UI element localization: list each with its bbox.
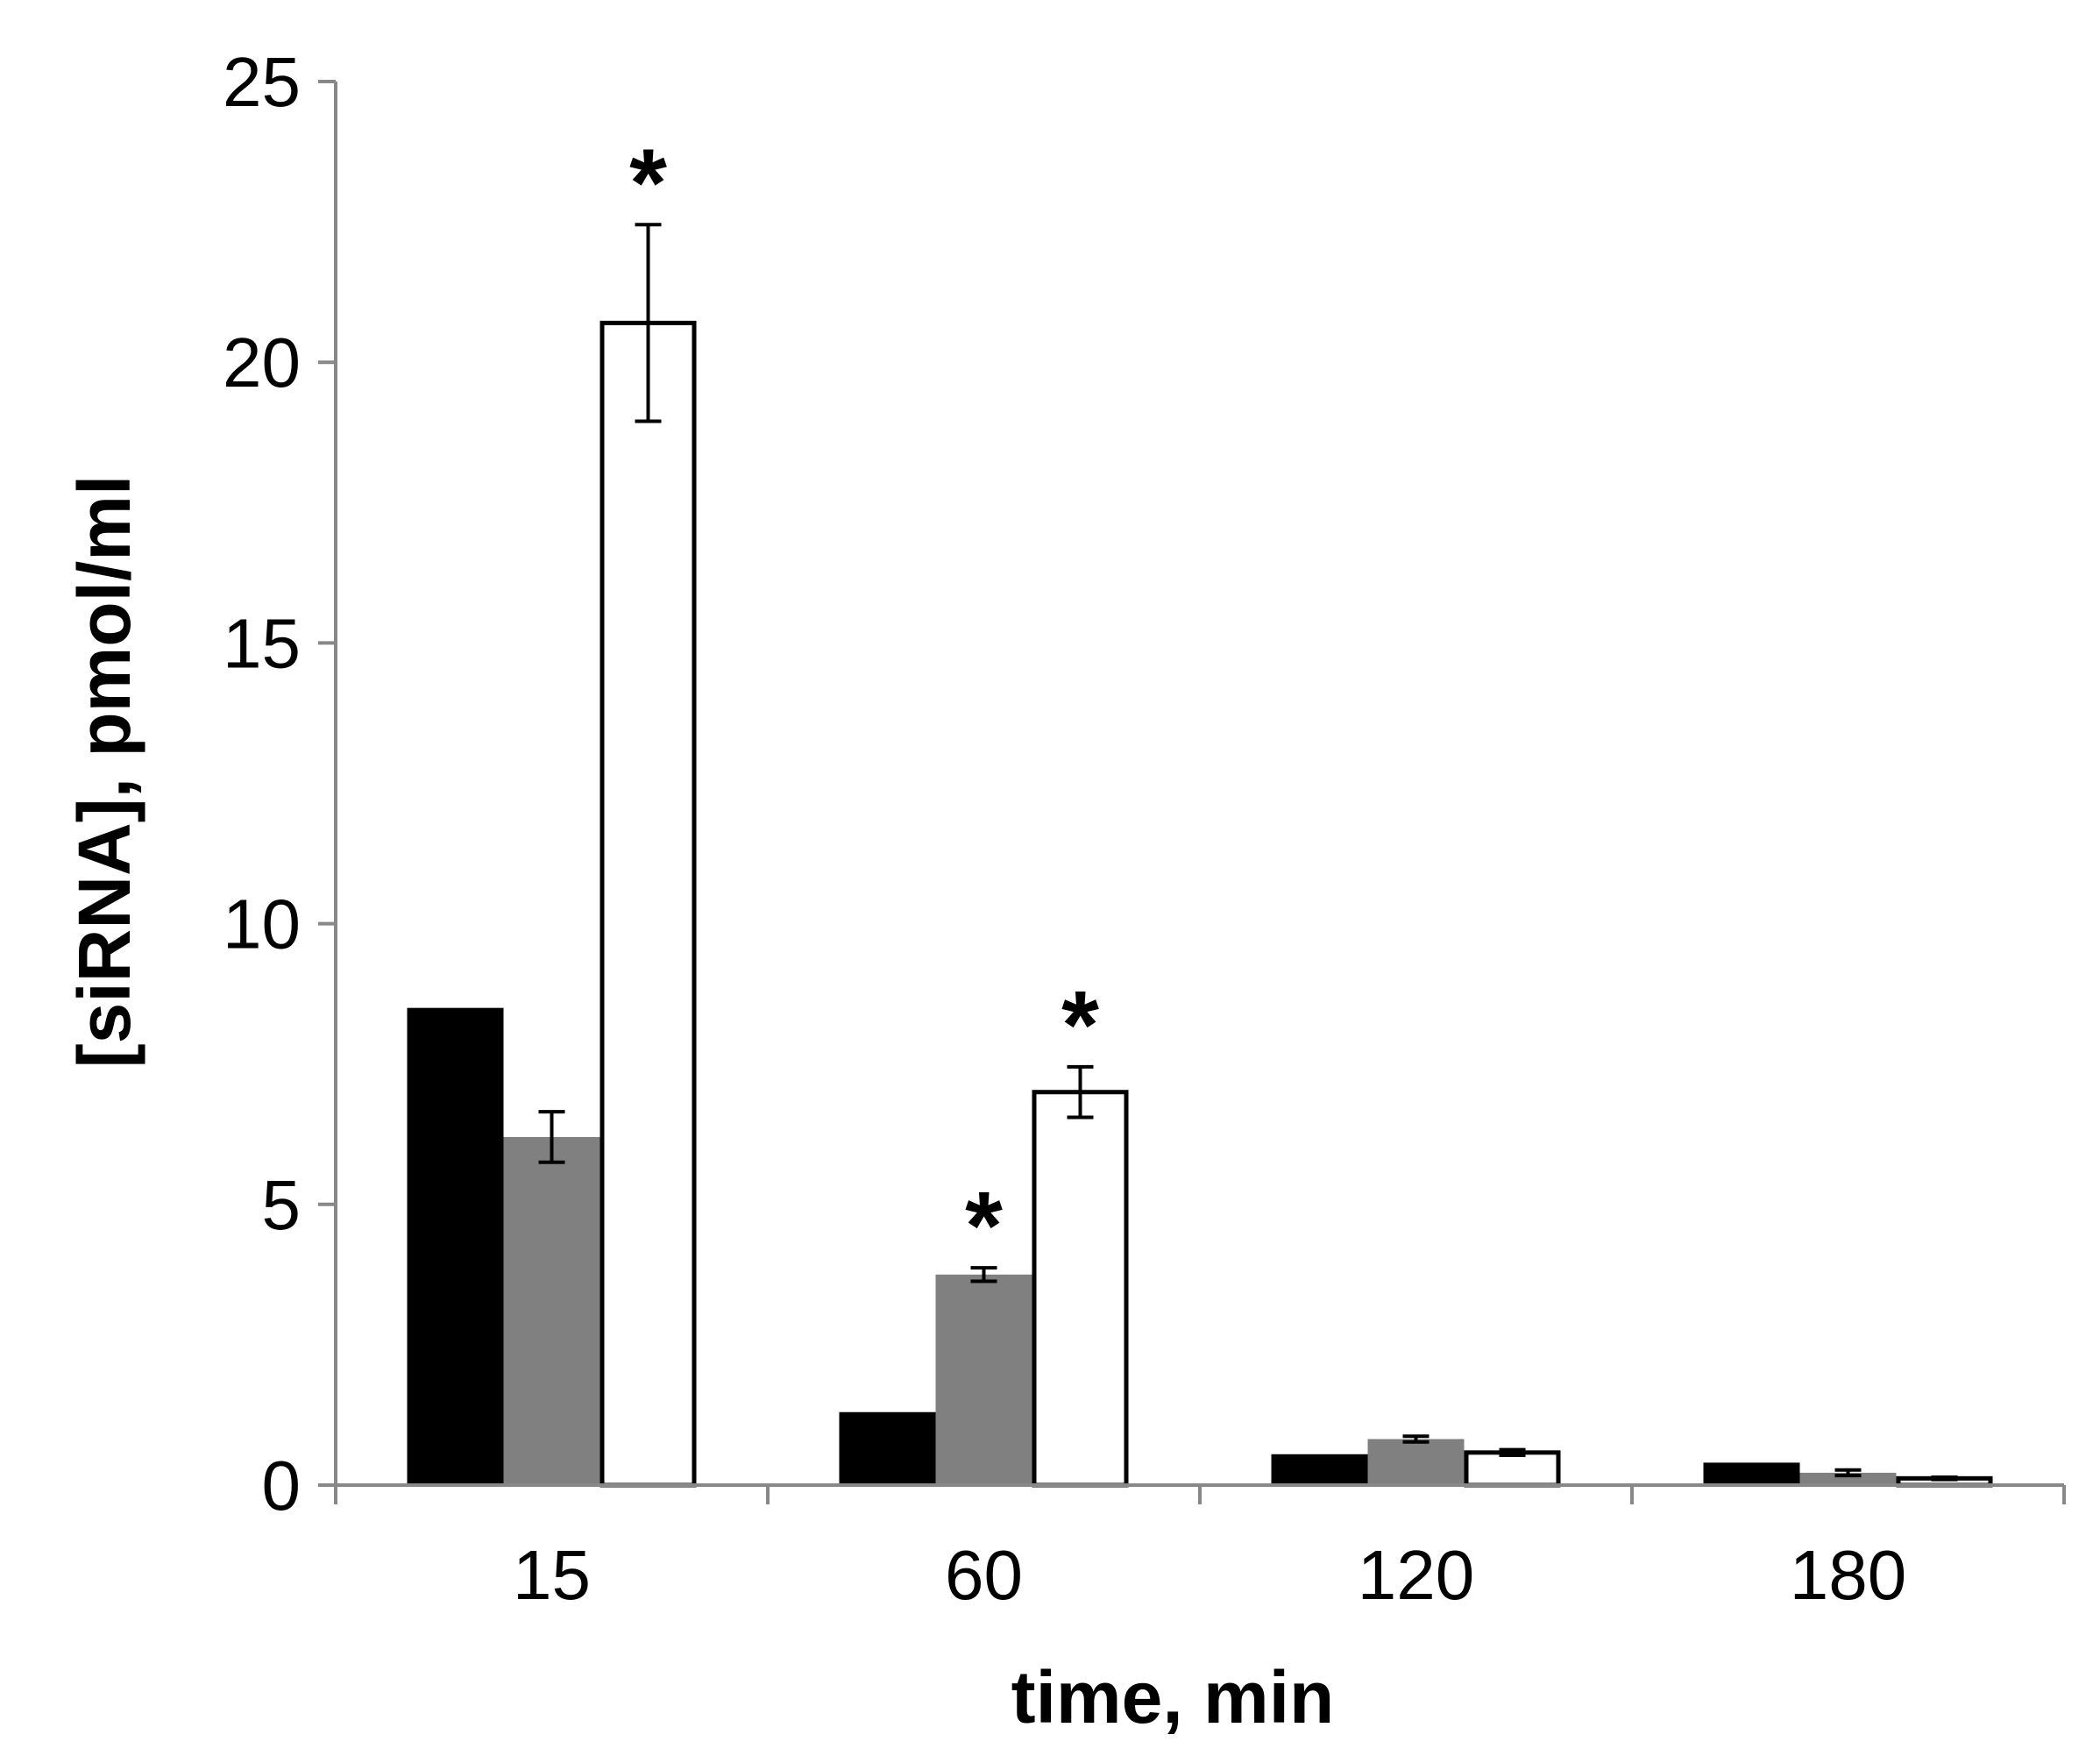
y-axis-title: [siRNA], pmol/ml [63, 475, 145, 1069]
bar [1703, 1462, 1800, 1485]
x-axis-title: time, min [1011, 1656, 1335, 1738]
x-tick-label: 15 [513, 1536, 591, 1614]
plot-area: 0 5 10 15 20 25 * * * 15 60 120 180 [223, 43, 2066, 1614]
bar [1032, 1090, 1129, 1488]
significance-marker: * [965, 1172, 1003, 1280]
y-tick-label: 20 [223, 323, 301, 402]
y-tick-label: 0 [262, 1447, 302, 1525]
bar [839, 1411, 936, 1485]
bar [599, 320, 697, 1488]
y-tick-label: 10 [223, 885, 301, 963]
bar [935, 1274, 1032, 1485]
y-tick-label: 15 [223, 604, 301, 682]
bar [503, 1136, 600, 1485]
bar [1464, 1450, 1561, 1488]
bar [407, 1007, 504, 1485]
y-tick-label: 5 [262, 1166, 302, 1244]
x-tick-label: 60 [945, 1536, 1023, 1614]
bar [1799, 1472, 1897, 1485]
x-tick-label: 120 [1358, 1536, 1474, 1614]
y-tick-label: 25 [223, 43, 301, 121]
significance-marker: * [1061, 971, 1099, 1079]
x-tick-label: 180 [1790, 1536, 1906, 1614]
bar [1367, 1439, 1465, 1485]
significance-marker: * [629, 129, 667, 237]
bar [1271, 1454, 1368, 1485]
